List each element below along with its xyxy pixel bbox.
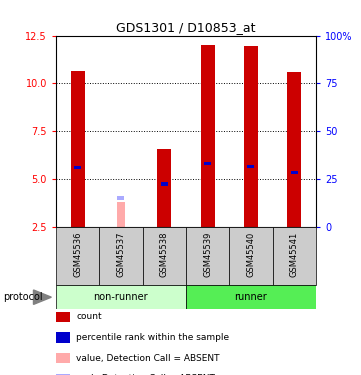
Polygon shape bbox=[34, 290, 51, 304]
Bar bbox=[117, 202, 125, 227]
Bar bbox=[157, 149, 171, 227]
Bar bbox=[71, 71, 84, 227]
Text: GSM45539: GSM45539 bbox=[203, 231, 212, 277]
Text: value, Detection Call = ABSENT: value, Detection Call = ABSENT bbox=[76, 354, 220, 363]
Bar bbox=[117, 196, 125, 200]
Text: runner: runner bbox=[235, 292, 267, 302]
Bar bbox=[143, 227, 186, 285]
Title: GDS1301 / D10853_at: GDS1301 / D10853_at bbox=[116, 21, 256, 34]
Bar bbox=[74, 166, 81, 169]
Text: GSM45536: GSM45536 bbox=[73, 231, 82, 277]
Text: GSM45540: GSM45540 bbox=[247, 231, 255, 277]
Bar bbox=[186, 285, 316, 309]
Bar bbox=[186, 227, 229, 285]
Bar bbox=[204, 162, 211, 165]
Text: GSM45537: GSM45537 bbox=[117, 231, 125, 277]
Text: non-runner: non-runner bbox=[93, 292, 148, 302]
Bar bbox=[291, 171, 298, 174]
Bar bbox=[161, 182, 168, 186]
Bar bbox=[229, 227, 273, 285]
Text: percentile rank within the sample: percentile rank within the sample bbox=[76, 333, 229, 342]
Bar bbox=[273, 227, 316, 285]
Text: count: count bbox=[76, 312, 102, 321]
Text: GSM45541: GSM45541 bbox=[290, 231, 299, 277]
Text: protocol: protocol bbox=[4, 292, 43, 302]
Text: GSM45538: GSM45538 bbox=[160, 231, 169, 277]
Bar bbox=[56, 285, 186, 309]
Text: rank, Detection Call = ABSENT: rank, Detection Call = ABSENT bbox=[76, 374, 215, 375]
Bar bbox=[56, 227, 99, 285]
Bar bbox=[99, 227, 143, 285]
Bar bbox=[201, 45, 214, 227]
Bar bbox=[287, 72, 301, 227]
Bar bbox=[247, 165, 255, 168]
Bar bbox=[244, 46, 258, 227]
